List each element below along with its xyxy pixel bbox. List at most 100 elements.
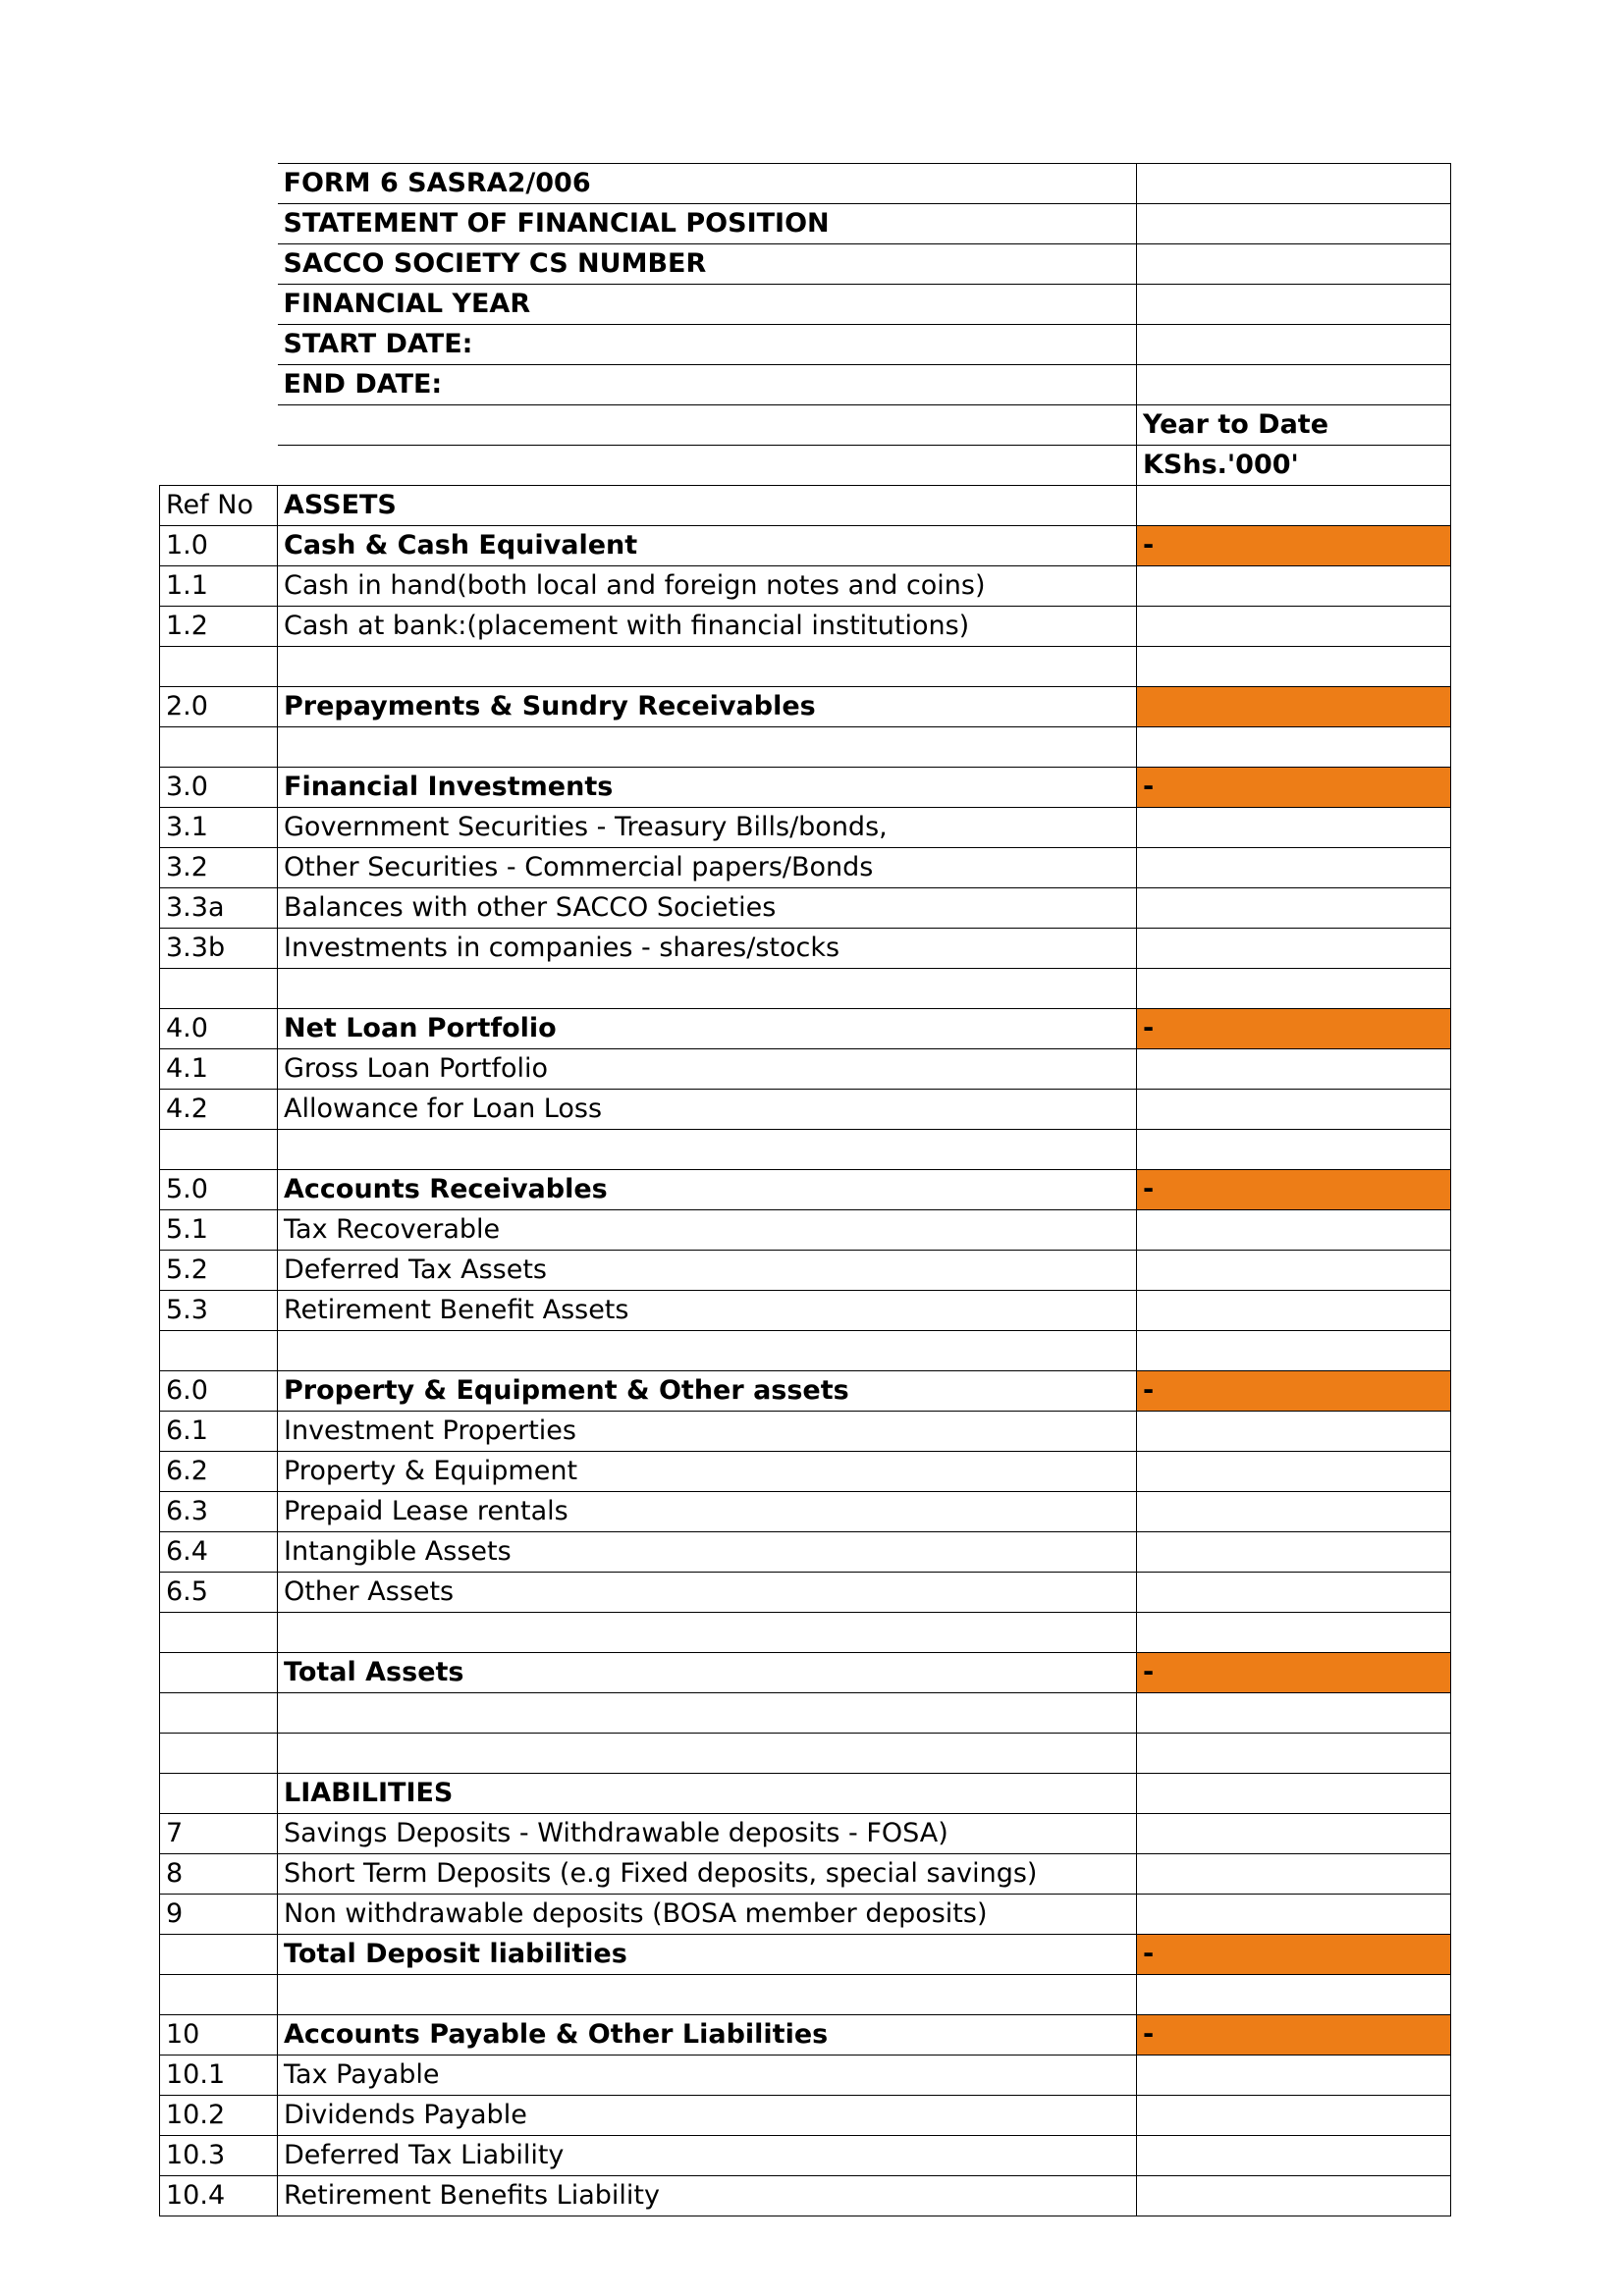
value-cell: -: [1137, 768, 1451, 808]
ref-cell: 4.2: [160, 1090, 278, 1130]
ref-cell: 10.2: [160, 2096, 278, 2136]
value-cell: [1137, 244, 1451, 285]
ref-cell: [160, 1331, 278, 1371]
desc-cell: [278, 647, 1137, 687]
desc-cell: Balances with other SACCO Societies: [278, 888, 1137, 929]
desc-cell: Cash in hand(both local and foreign note…: [278, 566, 1137, 607]
value-cell: [1137, 969, 1451, 1009]
ref-cell: 3.0: [160, 768, 278, 808]
ref-cell: [160, 969, 278, 1009]
desc-cell: Deferred Tax Liability: [278, 2136, 1137, 2176]
ref-cell: [160, 1935, 278, 1975]
ref-cell: 2.0: [160, 687, 278, 727]
ref-cell: 5.0: [160, 1170, 278, 1210]
value-cell: [1137, 727, 1451, 768]
value-cell: [1137, 1049, 1451, 1090]
desc-cell: Allowance for Loan Loss: [278, 1090, 1137, 1130]
ref-cell: [160, 1613, 278, 1653]
ref-cell: 3.3a: [160, 888, 278, 929]
desc-cell: Non withdrawable deposits (BOSA member d…: [278, 1895, 1137, 1935]
desc-cell: Cash at bank:(placement with financial i…: [278, 607, 1137, 647]
value-cell: [1137, 1975, 1451, 2015]
ref-cell: 8: [160, 1854, 278, 1895]
value-cell: [1137, 1210, 1451, 1251]
desc-cell: Prepaid Lease rentals: [278, 1492, 1137, 1532]
value-cell: [1137, 1130, 1451, 1170]
value-cell: [1137, 204, 1451, 244]
desc-cell: Other Assets: [278, 1573, 1137, 1613]
page: FORM 6 SASRA2/006 STATEMENT OF FINANCIAL…: [0, 0, 1623, 2296]
form-title: FORM 6 SASRA2/006: [278, 164, 1137, 204]
value-cell: [1137, 647, 1451, 687]
desc-cell: Tax Payable: [278, 2056, 1137, 2096]
value-cell: [1137, 1814, 1451, 1854]
ref-cell: 3.3b: [160, 929, 278, 969]
value-cell: [1137, 1331, 1451, 1371]
desc-cell: Tax Recoverable: [278, 1210, 1137, 1251]
value-cell: [1137, 1412, 1451, 1452]
desc-cell: [278, 1975, 1137, 2015]
ref-cell: [160, 1130, 278, 1170]
ref-cell: 6.2: [160, 1452, 278, 1492]
desc-cell: Prepayments & Sundry Receivables: [278, 687, 1137, 727]
blank-cell: [160, 365, 278, 405]
ref-cell: 6.4: [160, 1532, 278, 1573]
blank-cell: [160, 405, 278, 446]
total-deposit-label: Total Deposit liabilities: [278, 1935, 1137, 1975]
value-cell: [1137, 1090, 1451, 1130]
value-cell: [1137, 687, 1451, 727]
desc-cell: Deferred Tax Assets: [278, 1251, 1137, 1291]
value-cell: [1137, 607, 1451, 647]
blank-cell: [160, 244, 278, 285]
desc-cell: [278, 1734, 1137, 1774]
desc-cell: [278, 1693, 1137, 1734]
desc-cell: Retirement Benefits Liability: [278, 2176, 1137, 2216]
ref-cell: 6.5: [160, 1573, 278, 1613]
ref-cell: 10: [160, 2015, 278, 2056]
ref-cell: 1.1: [160, 566, 278, 607]
value-cell: -: [1137, 1170, 1451, 1210]
ref-cell: 6.3: [160, 1492, 278, 1532]
desc-cell: [278, 1130, 1137, 1170]
desc-cell: [278, 1331, 1137, 1371]
ref-cell: [160, 1693, 278, 1734]
ref-no-header: Ref No: [160, 486, 278, 526]
ref-cell: [160, 727, 278, 768]
total-assets-label: Total Assets: [278, 1653, 1137, 1693]
desc-cell: Savings Deposits - Withdrawable deposits…: [278, 1814, 1137, 1854]
ref-cell: [160, 1774, 278, 1814]
value-cell: [1137, 1573, 1451, 1613]
value-cell: -: [1137, 1009, 1451, 1049]
desc-cell: Short Term Deposits (e.g Fixed deposits,…: [278, 1854, 1137, 1895]
ref-cell: [160, 647, 278, 687]
ref-cell: [160, 1653, 278, 1693]
value-cell: [1137, 1291, 1451, 1331]
value-cell: [1137, 1613, 1451, 1653]
ytd-header: Year to Date: [1137, 405, 1451, 446]
value-cell: [1137, 365, 1451, 405]
desc-cell: Net Loan Portfolio: [278, 1009, 1137, 1049]
value-cell: [1137, 1895, 1451, 1935]
desc-cell: Government Securities - Treasury Bills/b…: [278, 808, 1137, 848]
desc-cell: Property & Equipment & Other assets: [278, 1371, 1137, 1412]
desc-cell: Property & Equipment: [278, 1452, 1137, 1492]
ref-cell: 5.3: [160, 1291, 278, 1331]
financial-year-label: FINANCIAL YEAR: [278, 285, 1137, 325]
desc-cell: Accounts Receivables: [278, 1170, 1137, 1210]
desc-cell: Other Securities - Commercial papers/Bon…: [278, 848, 1137, 888]
desc-cell: Investment Properties: [278, 1412, 1137, 1452]
desc-cell: [278, 727, 1137, 768]
liabilities-header: LIABILITIES: [278, 1774, 1137, 1814]
value-cell: [1137, 285, 1451, 325]
ref-cell: 1.2: [160, 607, 278, 647]
value-cell: [1137, 808, 1451, 848]
value-cell: [1137, 1734, 1451, 1774]
blank-cell: [160, 325, 278, 365]
value-cell: [1137, 1854, 1451, 1895]
blank-cell: [160, 285, 278, 325]
desc-cell: Retirement Benefit Assets: [278, 1291, 1137, 1331]
value-cell: [1137, 1693, 1451, 1734]
start-date-label: START DATE:: [278, 325, 1137, 365]
value-cell: -: [1137, 2015, 1451, 2056]
desc-cell: [278, 969, 1137, 1009]
